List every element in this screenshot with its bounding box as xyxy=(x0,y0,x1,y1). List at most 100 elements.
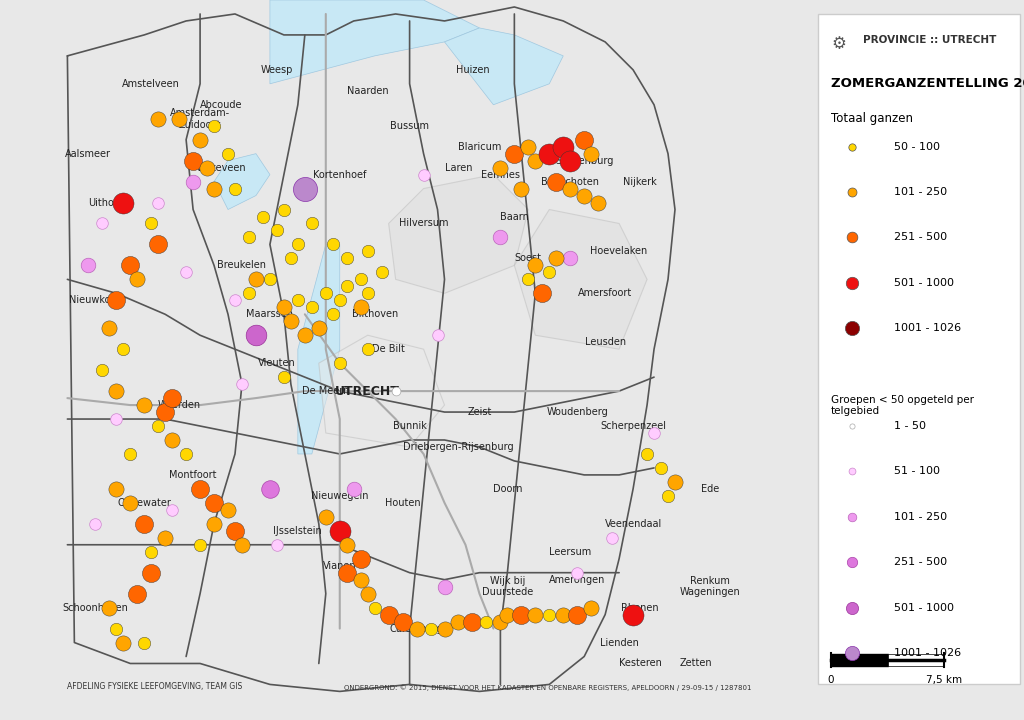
Point xyxy=(157,532,173,544)
Point xyxy=(844,186,860,198)
Point xyxy=(94,364,111,376)
Point xyxy=(115,636,131,648)
Text: 51 - 100: 51 - 100 xyxy=(894,467,940,477)
Point xyxy=(844,647,860,659)
Point xyxy=(464,616,480,627)
Point xyxy=(220,504,237,516)
Point xyxy=(150,113,166,125)
Point xyxy=(178,448,195,460)
Point xyxy=(513,609,529,621)
Text: Amstelveen: Amstelveen xyxy=(122,78,180,89)
Point xyxy=(352,553,369,564)
Text: 501 - 1000: 501 - 1000 xyxy=(894,278,953,288)
Point xyxy=(136,636,153,648)
Point xyxy=(87,518,103,530)
Text: 1001 - 1026: 1001 - 1026 xyxy=(894,648,961,658)
Text: Maarssen: Maarssen xyxy=(247,310,294,319)
Point xyxy=(844,602,860,613)
Text: 1001 - 1026: 1001 - 1026 xyxy=(894,323,961,333)
Point xyxy=(185,176,202,187)
Point xyxy=(339,567,355,578)
Text: Ede: Ede xyxy=(700,484,719,494)
Polygon shape xyxy=(444,28,563,104)
Point xyxy=(527,155,544,166)
Point xyxy=(101,323,118,334)
Point xyxy=(332,294,348,306)
Text: Rhenen: Rhenen xyxy=(622,603,658,613)
Text: Amerongen: Amerongen xyxy=(549,575,605,585)
Point xyxy=(345,483,361,495)
Text: Blaricum: Blaricum xyxy=(458,142,501,152)
Text: Bunnik: Bunnik xyxy=(392,421,427,431)
Text: Houten: Houten xyxy=(385,498,421,508)
Text: Nieuwegein: Nieuwegein xyxy=(311,491,369,501)
Text: Bilthoven: Bilthoven xyxy=(351,310,397,319)
Point xyxy=(317,287,334,299)
Point xyxy=(122,497,138,508)
Point xyxy=(248,274,264,285)
Point xyxy=(275,372,292,383)
Point xyxy=(206,120,222,132)
Point xyxy=(310,323,327,334)
Point xyxy=(129,274,145,285)
Point xyxy=(604,532,621,544)
Point xyxy=(191,483,208,495)
Text: Leersum: Leersum xyxy=(549,546,591,557)
Text: ZOMERGANZENTELLING 2015: ZOMERGANZENTELLING 2015 xyxy=(830,77,1024,90)
Point xyxy=(359,287,376,299)
Point xyxy=(555,141,571,153)
Point xyxy=(226,183,243,194)
Point xyxy=(268,539,285,551)
Text: Spakenburg: Spakenburg xyxy=(555,156,613,166)
Text: Hilversum: Hilversum xyxy=(398,218,449,228)
Point xyxy=(150,420,166,432)
Point xyxy=(513,183,529,194)
Point xyxy=(171,113,187,125)
Point xyxy=(178,266,195,278)
Point xyxy=(206,497,222,508)
Text: Abcoude: Abcoude xyxy=(200,100,243,109)
Point xyxy=(520,274,537,285)
Point xyxy=(639,448,655,460)
Text: Schoonhoven: Schoonhoven xyxy=(62,603,128,613)
Text: Laren: Laren xyxy=(444,163,472,173)
Point xyxy=(527,609,544,621)
Point xyxy=(332,525,348,536)
Point xyxy=(339,253,355,264)
Point xyxy=(129,588,145,599)
Text: Bussum: Bussum xyxy=(390,121,429,131)
Text: Oudewater: Oudewater xyxy=(118,498,171,508)
Point xyxy=(374,266,390,278)
Point xyxy=(569,609,586,621)
Point xyxy=(844,511,860,523)
Text: Nijkerk: Nijkerk xyxy=(624,176,657,186)
Text: Vleuten: Vleuten xyxy=(258,358,296,368)
Point xyxy=(206,518,222,530)
Point xyxy=(577,134,593,145)
Text: Baarn: Baarn xyxy=(500,212,528,222)
Point xyxy=(541,148,557,159)
Point xyxy=(339,539,355,551)
Point xyxy=(109,483,125,495)
Point xyxy=(577,190,593,202)
Point xyxy=(164,434,180,446)
Polygon shape xyxy=(514,210,647,349)
Point xyxy=(191,134,208,145)
Point xyxy=(359,343,376,355)
Point xyxy=(325,308,341,320)
Point xyxy=(233,379,250,390)
Text: Eemnes: Eemnes xyxy=(481,170,520,179)
Text: 1 - 50: 1 - 50 xyxy=(894,421,926,431)
Point xyxy=(422,623,438,634)
Point xyxy=(226,525,243,536)
Text: Uithoorn: Uithoorn xyxy=(88,197,130,207)
Point xyxy=(275,204,292,215)
Point xyxy=(80,260,96,271)
Point xyxy=(590,197,606,208)
Point xyxy=(185,155,202,166)
Point xyxy=(478,616,495,627)
Point xyxy=(304,217,321,229)
Point xyxy=(233,539,250,551)
Text: 0: 0 xyxy=(827,675,835,685)
Text: Woudenberg: Woudenberg xyxy=(547,407,608,417)
